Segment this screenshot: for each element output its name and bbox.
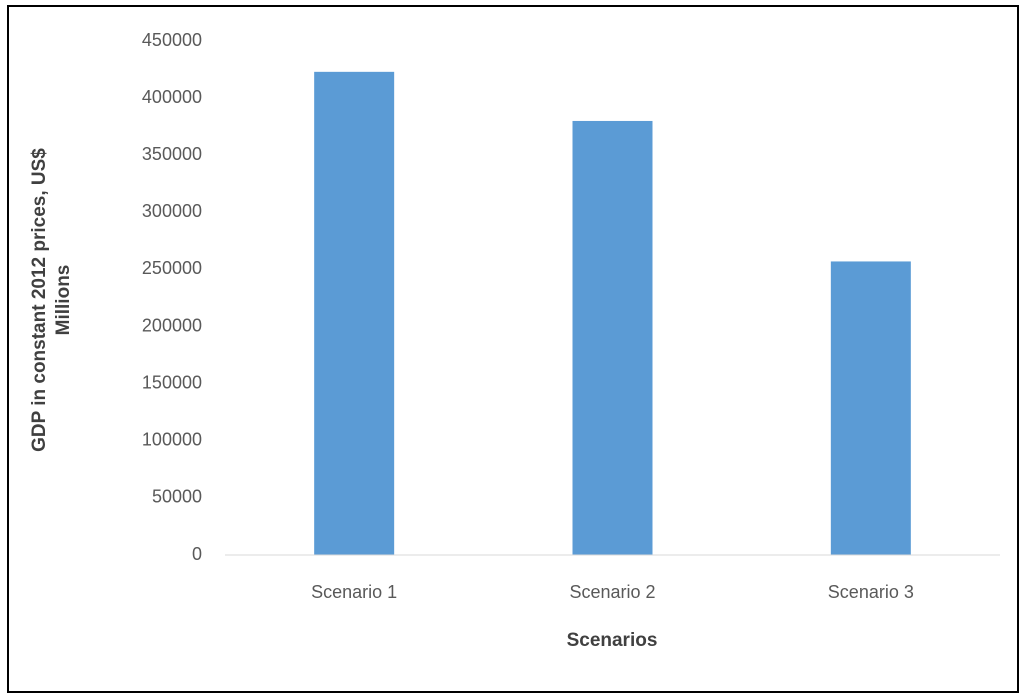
x-axis-label: Scenarios: [567, 630, 658, 651]
y-tick-label: 350000: [142, 144, 202, 164]
x-tick-label: Scenario 3: [828, 582, 914, 602]
x-tick-label: Scenario 1: [311, 582, 397, 602]
y-axis-label-line: Millions: [53, 265, 74, 336]
bar: [314, 71, 395, 555]
y-tick-label: 50000: [152, 487, 202, 507]
bar: [830, 261, 911, 555]
y-tick-label: 250000: [142, 258, 202, 278]
y-tick-label: 450000: [142, 30, 202, 50]
y-tick-label: 100000: [142, 430, 202, 450]
y-tick-label: 400000: [142, 87, 202, 107]
y-axis-label-line: GDP in constant 2012 prices, US$: [29, 148, 50, 452]
bar: [572, 120, 653, 555]
y-tick-label: 200000: [142, 315, 202, 335]
y-tick-label: 300000: [142, 201, 202, 221]
y-axis-label: GDP in constant 2012 prices, US$ Million…: [29, 148, 74, 452]
y-tick-label: 150000: [142, 372, 202, 392]
y-tick-label: 0: [192, 544, 202, 564]
x-tick-label: Scenario 2: [569, 582, 655, 602]
